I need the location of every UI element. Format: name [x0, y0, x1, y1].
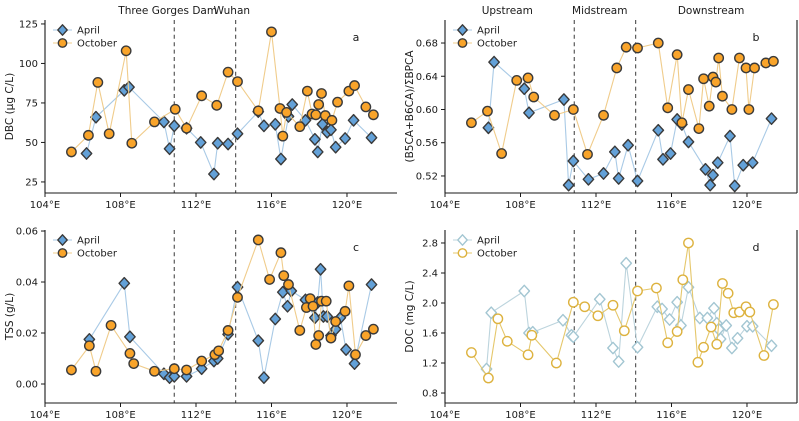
- panel-a: Three Gorges Dam Wuhan 104°E 108°E 112°E 116°…: [0, 0, 399, 211]
- svg-text:108°E: 108°E: [105, 200, 135, 210]
- svg-text:125: 125: [19, 19, 38, 30]
- series-october: [66, 26, 379, 158]
- series-april: [80, 80, 378, 181]
- y-axis-label: (B5CA+B6CA)/ΣBPCA: [404, 50, 416, 163]
- svg-text:108°E: 108°E: [505, 410, 535, 421]
- svg-text:DBC (µg C/L): DBC (µg C/L): [4, 73, 16, 140]
- svg-text:October: October: [477, 39, 518, 50]
- svg-text:112°E: 112°E: [581, 410, 611, 421]
- svg-text:120°E: 120°E: [732, 410, 762, 421]
- svg-text:104°E: 104°E: [30, 200, 60, 210]
- divider-lines: [173, 20, 237, 193]
- svg-text:1.2: 1.2: [422, 359, 438, 370]
- y-axis-label: TSS (g/L): [4, 293, 16, 341]
- svg-text:0.52: 0.52: [416, 171, 438, 182]
- svg-text:April: April: [77, 26, 100, 37]
- svg-text:104°E: 104°E: [430, 410, 460, 421]
- svg-text:112°E: 112°E: [181, 410, 211, 421]
- svg-text:DOC (mg C/L): DOC (mg C/L): [404, 280, 416, 352]
- svg-text:April: April: [477, 26, 500, 37]
- axes: 104°E 108°E 112°E 116°E 120°E 0.8 1.2 1.6 2.0 2.4…: [422, 230, 798, 421]
- legend: April October: [453, 24, 518, 50]
- svg-text:108°E: 108°E: [105, 410, 135, 421]
- svg-text:Three Gorges Dam: Three Gorges Dam: [117, 5, 217, 17]
- svg-text:0.60: 0.60: [416, 105, 438, 116]
- svg-text:75: 75: [25, 98, 38, 109]
- svg-text:2.8: 2.8: [422, 238, 438, 249]
- svg-text:0.68: 0.68: [416, 39, 438, 50]
- series-april: [482, 55, 778, 193]
- svg-text:120°E: 120°E: [332, 410, 362, 421]
- svg-text:Wuhan: Wuhan: [214, 5, 250, 17]
- panel-d-chart: 104°E 108°E 112°E 116°E 120°E 0.8 1.2 1.6 2.0 2.4…: [404, 230, 798, 421]
- svg-text:116°E: 116°E: [656, 200, 686, 210]
- svg-text:0.56: 0.56: [416, 138, 438, 149]
- svg-text:120°E: 120°E: [332, 200, 362, 210]
- legend: April October: [453, 234, 518, 260]
- svg-text:a: a: [353, 31, 360, 44]
- svg-text:October: October: [477, 249, 518, 260]
- svg-text:TSS (g/L): TSS (g/L): [4, 293, 16, 341]
- svg-text:0.8: 0.8: [422, 389, 438, 400]
- svg-text:Upstream: Upstream: [482, 5, 533, 17]
- panel-b-chart: Upstream Midstream Downstream 104°E 108°E 112…: [404, 5, 798, 211]
- panel-letter: c: [353, 241, 359, 254]
- svg-text:2.0: 2.0: [422, 298, 438, 309]
- svg-text:50: 50: [25, 138, 38, 149]
- svg-text:(B5CA+B6CA)/ΣBPCA: (B5CA+B6CA)/ΣBPCA: [404, 50, 416, 163]
- axes: 104°E 108°E 112°E 116°E 120°E 0.52 0.56 0.60 0.6…: [416, 20, 798, 211]
- svg-text:October: October: [77, 249, 118, 260]
- svg-text:0.64: 0.64: [416, 72, 438, 83]
- axes: 104°E 108°E 112°E 116°E 120°E 0.00 0.02 0.04 0.0…: [16, 227, 397, 421]
- svg-text:104°E: 104°E: [30, 410, 60, 421]
- svg-text:April: April: [77, 236, 100, 247]
- svg-text:c: c: [353, 241, 359, 254]
- panel-d: 104°E 108°E 112°E 116°E 120°E 0.8 1.2 1.6 2.0 2.4…: [400, 210, 799, 421]
- panel-b: Upstream Midstream Downstream 104°E 108°E 112…: [400, 0, 799, 211]
- panel-c-chart: 104°E 108°E 112°E 116°E 120°E 0.00 0.02 0.04 0.0…: [4, 227, 397, 421]
- divider-lines: [573, 230, 637, 403]
- series-april: [83, 262, 378, 385]
- annotation-labels: Upstream Midstream Downstream: [482, 5, 745, 17]
- svg-text:108°E: 108°E: [505, 200, 535, 210]
- svg-text:b: b: [753, 31, 760, 44]
- legend: April October: [53, 234, 118, 260]
- svg-text:0.04: 0.04: [16, 278, 38, 289]
- svg-text:116°E: 116°E: [656, 410, 686, 421]
- series-october: [66, 234, 379, 377]
- svg-text:October: October: [77, 39, 118, 50]
- svg-text:0.02: 0.02: [16, 329, 38, 340]
- panel-c: 104°E 108°E 112°E 116°E 120°E 0.00 0.02 0.04 0.0…: [0, 210, 399, 421]
- panel-letter: a: [353, 31, 360, 44]
- svg-text:112°E: 112°E: [581, 200, 611, 210]
- axes: 104°E 108°E 112°E 116°E 120°E 25 50 75 100 125: [19, 19, 397, 211]
- svg-text:April: April: [477, 236, 500, 247]
- panel-letter: b: [753, 31, 760, 44]
- svg-text:0.06: 0.06: [16, 227, 38, 238]
- panel-letter: d: [753, 241, 760, 254]
- svg-text:104°E: 104°E: [430, 200, 460, 210]
- svg-text:1.6: 1.6: [422, 329, 438, 340]
- y-axis-label: DBC (µg C/L): [4, 73, 16, 140]
- svg-text:112°E: 112°E: [181, 200, 211, 210]
- svg-text:d: d: [753, 241, 760, 254]
- svg-text:Midstream: Midstream: [572, 5, 627, 17]
- svg-text:25: 25: [25, 177, 38, 188]
- svg-text:Downstream: Downstream: [678, 5, 745, 17]
- series-october: [466, 237, 779, 384]
- svg-text:100: 100: [19, 59, 38, 70]
- svg-text:2.4: 2.4: [422, 268, 438, 279]
- svg-text:120°E: 120°E: [732, 200, 762, 210]
- svg-text:0.00: 0.00: [16, 380, 38, 391]
- series-october: [466, 37, 779, 160]
- y-axis-label: DOC (mg C/L): [404, 280, 416, 352]
- svg-text:116°E: 116°E: [256, 410, 286, 421]
- legend: April October: [53, 24, 118, 50]
- svg-text:116°E: 116°E: [256, 200, 286, 210]
